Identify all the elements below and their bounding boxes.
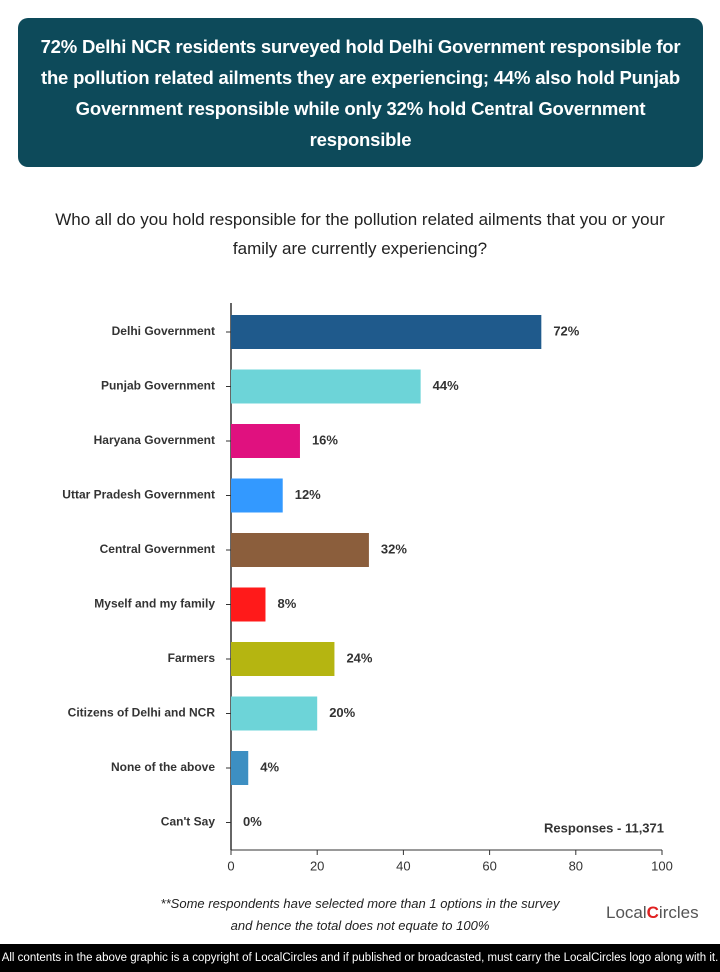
copyright: All contents in the above graphic is a c… — [0, 944, 720, 972]
y-tick-label: Citizens of Delhi and NCR — [68, 706, 216, 720]
y-tick-label: Central Government — [100, 542, 215, 556]
chart-subtitle: Who all do you hold responsible for the … — [55, 210, 665, 258]
y-tick-label: Can't Say — [161, 815, 216, 829]
y-tick-label: Myself and my family — [94, 597, 215, 611]
value-label: 0% — [243, 814, 262, 829]
bar — [231, 478, 283, 513]
bar — [231, 369, 421, 404]
bar — [231, 751, 249, 785]
y-tick-label: Farmers — [168, 651, 216, 665]
y-tick-label: Delhi Government — [112, 324, 215, 338]
value-label: 32% — [381, 541, 407, 556]
logo: LocalCircles — [606, 903, 699, 923]
logo-text: Local — [606, 903, 647, 922]
y-tick-label: None of the above — [111, 760, 215, 774]
x-tick-label: 80 — [569, 858, 583, 873]
chart-title: 72% Delhi NCR residents surveyed hold De… — [40, 35, 681, 150]
value-label: 72% — [553, 323, 579, 338]
value-label: 16% — [312, 432, 338, 447]
y-tick-label: Haryana Government — [94, 433, 215, 447]
bar — [231, 533, 369, 567]
value-label: 20% — [329, 705, 355, 720]
value-label: 44% — [433, 378, 459, 393]
bar — [231, 587, 266, 622]
title-banner: 72% Delhi NCR residents surveyed hold De… — [18, 18, 703, 167]
x-tick-label: 60 — [482, 858, 496, 873]
x-tick-label: 40 — [396, 858, 410, 873]
bar — [231, 696, 318, 731]
value-label: 8% — [277, 596, 296, 611]
x-tick-label: 0 — [227, 858, 234, 873]
logo-text: ircles — [658, 903, 699, 922]
bar — [231, 424, 300, 458]
y-tick-label: Punjab Government — [101, 379, 215, 393]
value-label: 4% — [260, 759, 279, 774]
bar — [231, 315, 542, 349]
footnote-line: **Some respondents have selected more th… — [160, 896, 560, 911]
value-label: 24% — [346, 650, 372, 665]
footnote: **Some respondents have selected more th… — [100, 893, 620, 937]
x-tick-label: 100 — [651, 858, 673, 873]
x-tick-label: 20 — [310, 858, 324, 873]
bar — [231, 642, 335, 676]
logo-accent: C — [646, 903, 659, 922]
annotation: Responses - 11,371 — [544, 820, 664, 835]
y-tick-label: Uttar Pradesh Government — [62, 488, 215, 502]
footnote-line: and hence the total does not equate to 1… — [230, 918, 490, 933]
value-label: 12% — [295, 487, 321, 502]
